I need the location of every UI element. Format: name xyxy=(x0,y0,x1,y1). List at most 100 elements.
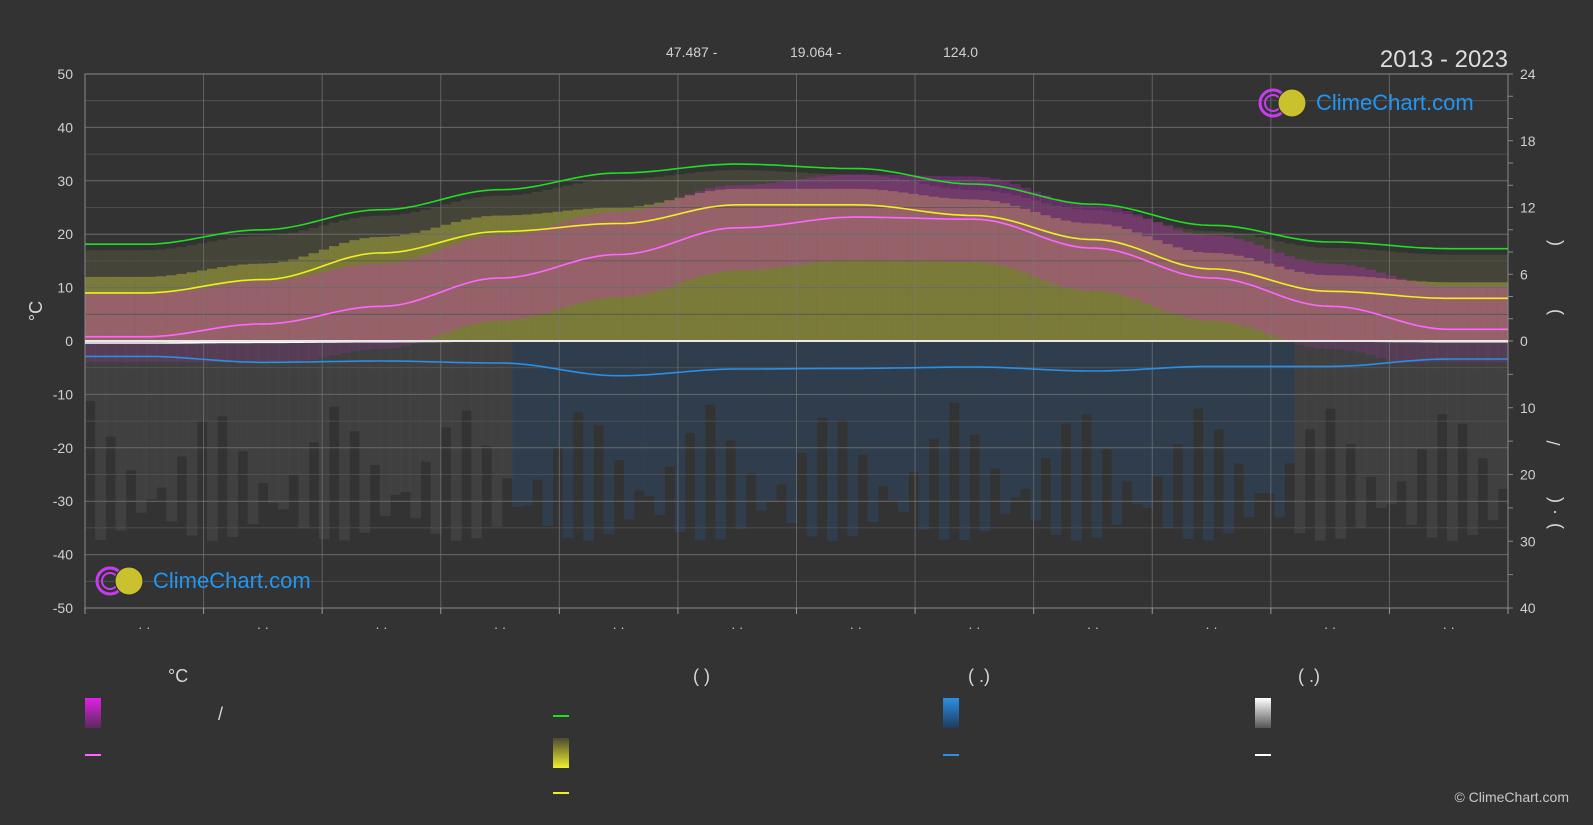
band-sunshine-col xyxy=(1264,263,1275,341)
band-sunshine-col xyxy=(156,276,167,341)
y-tick-label: 30 xyxy=(57,173,73,189)
band-sunshine-col xyxy=(826,188,838,341)
logo-top[interactable]: ClimeChart.com xyxy=(1258,88,1474,118)
band-precip-col xyxy=(247,341,259,525)
band-sunshine-col xyxy=(1050,218,1062,341)
band-temp-col xyxy=(227,283,239,363)
band-precip-col xyxy=(156,341,167,488)
band-sunshine-col xyxy=(796,188,808,341)
y2-lower-label: · xyxy=(1544,509,1564,515)
band-sunshine-col xyxy=(623,207,635,341)
band-precip-col xyxy=(796,341,808,453)
coord-latitude: 47.487 - xyxy=(666,44,718,60)
band-sunshine-col xyxy=(1111,226,1123,341)
band-sunshine-col xyxy=(603,207,615,341)
band-precip-col xyxy=(715,341,726,540)
y-tick-label: 40 xyxy=(57,119,73,135)
band-precip-col xyxy=(461,341,472,411)
band-sunshine-col xyxy=(867,189,879,341)
band-precip-col xyxy=(633,341,645,491)
band-sunshine-col xyxy=(1477,282,1489,341)
band-temp-col xyxy=(1497,286,1509,363)
band-precip-col xyxy=(237,341,249,452)
band-sunshine-col xyxy=(379,236,391,341)
band-precip-col xyxy=(735,341,747,530)
band-sunshine-col xyxy=(461,219,472,341)
band-sunshine-col xyxy=(847,188,859,341)
band-precip-col xyxy=(1182,341,1194,539)
band-sunshine-col xyxy=(1020,208,1031,341)
band-precip-col xyxy=(1152,341,1164,477)
y-tick-label: -50 xyxy=(53,600,73,616)
legend-swatch-sunshine-mean xyxy=(553,792,569,794)
band-sunshine-col xyxy=(1070,222,1082,341)
band-precip-col xyxy=(938,341,950,540)
band-precip-col xyxy=(145,341,157,499)
band-precip-col xyxy=(1223,341,1235,534)
x-tick-label: · · xyxy=(850,620,862,635)
band-precip-col xyxy=(1142,341,1153,509)
band-sunshine-col xyxy=(308,253,320,341)
band-sunshine-col xyxy=(948,198,960,341)
band-precip-col xyxy=(1416,341,1428,450)
band-temp-col xyxy=(135,294,147,363)
band-sunshine-col xyxy=(450,221,462,341)
y2-lower-label: ) xyxy=(1544,523,1564,529)
band-temp-col xyxy=(237,282,249,363)
band-sunshine-col xyxy=(1497,282,1509,341)
band-precip-col xyxy=(522,341,533,506)
band-sunshine-col xyxy=(1040,215,1052,341)
band-precip-col xyxy=(339,341,350,541)
x-tick-label: · · xyxy=(968,620,980,635)
band-precip-col xyxy=(1406,341,1418,526)
band-sunshine-col xyxy=(1233,255,1245,341)
band-precip-col xyxy=(1040,341,1052,459)
band-sunshine-col xyxy=(1253,260,1265,341)
band-sunshine-col xyxy=(715,189,726,341)
band-precip-col xyxy=(359,341,371,533)
legend-sun-header: ( ) xyxy=(693,666,710,686)
band-sunshine-col xyxy=(735,188,747,341)
band-precip-col xyxy=(349,341,361,432)
band-precip-col xyxy=(1335,341,1346,539)
band-precip-col xyxy=(816,341,828,419)
line-temp-mean xyxy=(85,216,1508,338)
y2-tick-label: 18 xyxy=(1520,133,1536,149)
logo-text: ClimeChart.com xyxy=(1316,90,1474,115)
band-sunshine-col xyxy=(1314,274,1326,341)
band-precip-col xyxy=(1457,341,1468,424)
band-precip-col xyxy=(948,341,960,403)
band-sunshine-col xyxy=(583,208,594,341)
y2-upper-label: ) xyxy=(1544,309,1564,315)
band-precip-col xyxy=(389,341,401,495)
x-tick-label: · · xyxy=(1443,620,1455,635)
band-precip-col xyxy=(593,341,604,426)
band-sunshine-col xyxy=(511,215,523,341)
band-sunshine-col xyxy=(816,188,828,341)
band-precip-col xyxy=(1060,341,1072,424)
y-tick-label: -30 xyxy=(53,493,73,509)
band-precip-col xyxy=(562,341,574,538)
band-sunshine-col xyxy=(105,276,117,341)
band-precip-col xyxy=(95,341,106,540)
band-sunshine-col xyxy=(664,200,676,341)
band-sunshine-col xyxy=(786,188,798,341)
band-sunshine-col xyxy=(206,268,218,341)
coord-longitude: 19.064 - xyxy=(790,44,842,60)
band-sunshine-col xyxy=(806,188,818,341)
band-precip-col xyxy=(1172,341,1184,445)
band-precip-col xyxy=(979,341,991,532)
band-precip-col xyxy=(1436,341,1448,415)
band-precip-col xyxy=(1426,341,1438,538)
band-precip-col xyxy=(684,341,696,434)
band-sunshine-col xyxy=(644,204,655,341)
band-temp-col xyxy=(145,293,157,363)
logo-bottom[interactable]: ClimeChart.com xyxy=(95,566,311,596)
band-precip-col xyxy=(959,341,970,541)
band-precip-col xyxy=(725,341,737,441)
legend-swatch-snow xyxy=(1255,698,1271,728)
band-sunshine-col xyxy=(725,188,737,341)
band-temp-col xyxy=(278,279,289,363)
band-sunshine-col xyxy=(247,263,259,341)
band-sunshine-col xyxy=(654,202,665,341)
